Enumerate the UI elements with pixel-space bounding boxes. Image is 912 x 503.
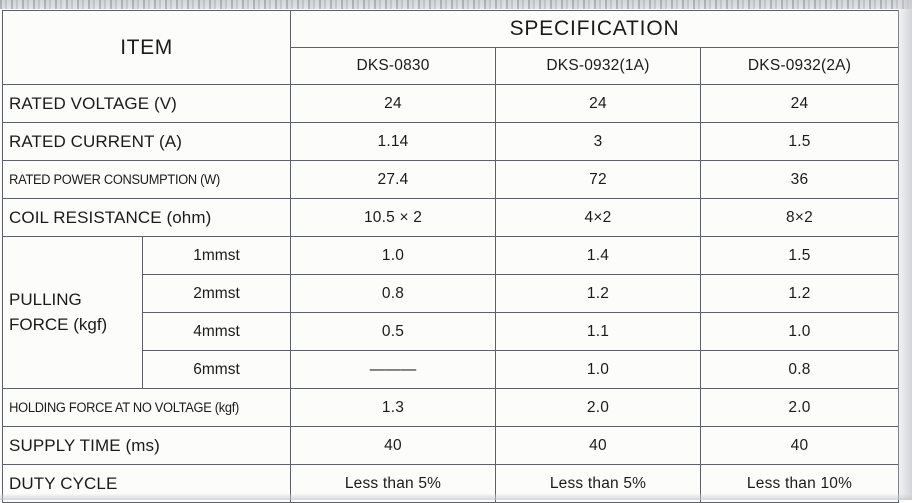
cell-rated-current-dks-0830: 1.14 [290,122,496,161]
cell-pulling-force-4mmst-dks-0932-2a: 1.0 [700,312,899,351]
pulling-force-label-line2: FORCE (kgf) [9,314,108,334]
cell-rated-voltage-dks-0830: 24 [290,84,496,123]
cell-pulling-force-1mmst-dks-0932-1a: 1.4 [495,236,701,275]
cell-pulling-force-6mmst-dks-0830: ——— [290,350,496,389]
table-row-holding-force: HOLDING FORCE AT NO VOLTAGE (kgf) 1.3 2.… [2,388,899,427]
cell-pulling-force-2mmst-dks-0830: 0.8 [290,274,496,313]
cell-pulling-force-6mmst-dks-0932-2a: 0.8 [700,350,899,389]
cell-coil-resistance-dks-0830: 10.5 × 2 [290,198,496,237]
cell-supply-time-dks-0932-1a: 40 [495,426,701,465]
cell-pulling-force-2mmst-dks-0932-2a: 1.2 [700,274,899,313]
row-label-rated-power-consumption: RATED POWER CONSUMPTION (W) [2,160,277,199]
pulling-force-label-line1: PULLING [9,289,82,309]
cell-rated-power-consumption-dks-0830: 27.4 [290,160,496,199]
row-label-rated-current: RATED CURRENT (A) [2,122,291,161]
cell-holding-force-dks-0932-1a: 2.0 [495,388,701,427]
cell-pulling-force-2mmst-dks-0932-1a: 1.2 [495,274,701,313]
table-row-coil-resistance: COIL RESISTANCE (ohm) 10.5 × 2 4×2 8×2 [2,198,899,237]
table-row-rated-power-consumption: RATED POWER CONSUMPTION (W) 27.4 72 36 [2,160,899,199]
cell-pulling-force-4mmst-dks-0830: 0.5 [290,312,496,351]
cell-coil-resistance-dks-0932-1a: 4×2 [495,198,701,237]
row-sublabel-6mmst: 6mmst [142,350,291,389]
row-label-coil-resistance: COIL RESISTANCE (ohm) [2,198,291,237]
table-row-pulling-force-6mmst: 6mmst ——— 1.0 0.8 [3,350,899,389]
row-sublabel-2mmst: 2mmst [142,274,291,313]
cell-rated-power-consumption-dks-0932-2a: 36 [700,160,899,199]
row-label-pulling-force: PULLING FORCE (kgf) [2,236,143,389]
cell-pulling-force-1mmst-dks-0932-2a: 1.5 [700,236,899,275]
table-row-pulling-force-2mmst: 2mmst 0.8 1.2 1.2 [3,274,899,313]
row-label-holding-force: HOLDING FORCE AT NO VOLTAGE (kgf) [2,388,277,427]
table-row-rated-voltage: RATED VOLTAGE (V) 24 24 24 [2,84,899,123]
scan-artifact-right-margin [898,0,912,500]
cell-coil-resistance-dks-0932-2a: 8×2 [700,198,899,237]
cell-pulling-force-1mmst-dks-0830: 1.0 [290,236,496,275]
header-model-dks-0932-1a: DKS-0932(1A) [495,47,701,85]
row-label-supply-time: SUPPLY TIME (ms) [2,426,291,465]
table-row-rated-current: RATED CURRENT (A) 1.14 3 1.5 [2,122,899,161]
cell-pulling-force-6mmst-dks-0932-1a: 1.0 [495,350,701,389]
table-header-row-top: ITEM SPECIFICATION [2,10,899,85]
cell-rated-current-dks-0932-2a: 1.5 [700,122,899,161]
table-row-pulling-force-4mmst: 4mmst 0.5 1.1 1.0 [3,312,899,351]
cell-supply-time-dks-0932-2a: 40 [700,426,899,465]
cell-rated-voltage-dks-0932-2a: 24 [700,84,899,123]
cell-rated-voltage-dks-0932-1a: 24 [495,84,701,123]
header-item: ITEM [2,10,291,85]
cell-pulling-force-4mmst-dks-0932-1a: 1.1 [495,312,701,351]
table-row-supply-time: SUPPLY TIME (ms) 40 40 40 [2,426,899,465]
scan-artifact-bottom-band [0,494,912,500]
cell-rated-power-consumption-dks-0932-1a: 72 [495,160,701,199]
header-model-dks-0830: DKS-0830 [290,47,496,85]
header-specification: SPECIFICATION [290,10,899,48]
cell-rated-current-dks-0932-1a: 3 [495,122,701,161]
scan-artifact-top-band [0,0,912,9]
row-label-rated-voltage: RATED VOLTAGE (V) [2,84,291,123]
cell-holding-force-dks-0830: 1.3 [290,388,496,427]
header-model-dks-0932-2a: DKS-0932(2A) [700,47,899,85]
table-row-pulling-force-1mmst: PULLING FORCE (kgf) 1mmst 1.0 1.4 1.5 [2,236,899,389]
row-sublabel-4mmst: 4mmst [142,312,291,351]
cell-holding-force-dks-0932-2a: 2.0 [700,388,899,427]
specification-table: ITEM SPECIFICATION DKS-0830 DKS-0932(1A)… [2,10,899,503]
cell-supply-time-dks-0830: 40 [290,426,496,465]
row-sublabel-1mmst: 1mmst [142,236,291,275]
